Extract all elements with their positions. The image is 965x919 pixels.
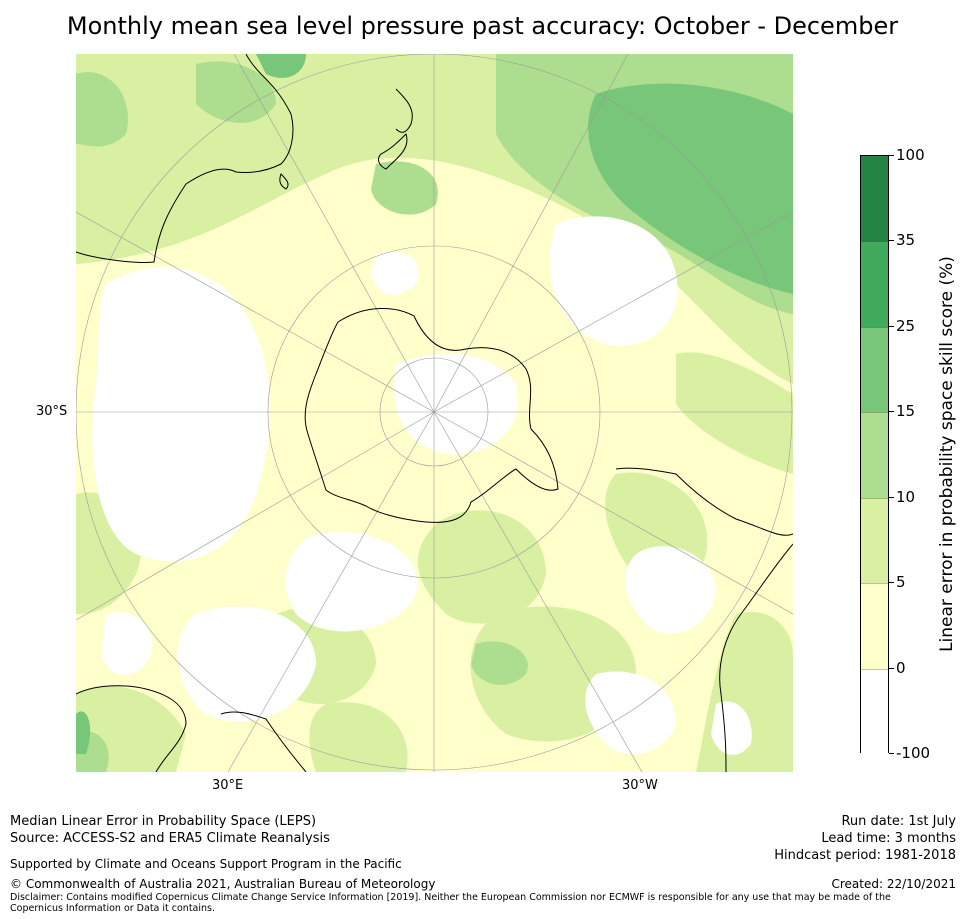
colorbar-tick — [889, 326, 894, 327]
colorbar-tick — [889, 668, 894, 669]
new-zealand-north — [395, 88, 413, 133]
footer-copyright: © Commonwealth of Australia 2021, Austra… — [10, 877, 436, 891]
no-skill-regions — [92, 216, 752, 755]
colorbar-tick-label: -100 — [896, 744, 931, 762]
colorbar-tick-label: 35 — [896, 231, 916, 249]
colorbar-band — [861, 412, 888, 498]
colorbar-band — [861, 668, 888, 754]
colorbar-band — [861, 326, 888, 413]
coastlines — [76, 54, 793, 772]
lead-time: Lead time: 3 months — [821, 831, 956, 846]
colorbar — [860, 155, 889, 754]
colorbar-tick-label: 15 — [896, 402, 916, 420]
colorbar-tick-label: 25 — [896, 317, 916, 335]
colorbar-label: Linear error in probability space skill … — [937, 256, 957, 652]
graticule — [76, 54, 793, 772]
footer-method: Median Linear Error in Probability Space… — [10, 814, 317, 829]
colorbar-band — [861, 497, 888, 584]
madagascar-coast — [220, 711, 307, 772]
south-africa-coast — [76, 685, 187, 772]
hindcast-period: Hindcast period: 1981-2018 — [774, 848, 956, 863]
polar-map — [76, 54, 793, 772]
footer-disclaimer: Disclaimer: Contains modified Copernicus… — [10, 892, 891, 914]
colorbar-band — [861, 156, 888, 242]
colorbar-tick-label: 5 — [896, 573, 906, 591]
colorbar-tick — [889, 582, 894, 583]
new-zealand-south — [378, 133, 408, 170]
colorbar-tick-label: 0 — [896, 659, 906, 677]
colorbar-tick-label: 10 — [896, 488, 916, 506]
footer-support: Supported by Climate and Oceans Support … — [10, 857, 402, 871]
colorbar-tick-label: 100 — [896, 146, 925, 164]
lon-label-30w: 30°W — [622, 778, 658, 793]
footer-source: Source: ACCESS-S2 and ERA5 Climate Reana… — [10, 831, 330, 846]
colorbar-tick — [889, 497, 894, 498]
lon-label-30e: 30°E — [212, 778, 244, 793]
south-america-lower — [719, 543, 793, 772]
colorbar-tick — [889, 240, 894, 241]
antarctica-coast — [304, 308, 559, 523]
south-america-coast — [615, 467, 793, 536]
map-title: Monthly mean sea level pressure past acc… — [66, 12, 899, 40]
lat-label-30s: 30°S — [36, 404, 68, 419]
colorbar-tick — [889, 411, 894, 412]
created-date: Created: 22/10/2021 — [831, 877, 956, 891]
colorbar-band — [861, 241, 888, 327]
tasmania-coast — [279, 173, 289, 190]
polar-map-svg — [76, 54, 793, 772]
australia-coast — [76, 54, 294, 263]
skill-shading-15-25 — [76, 54, 793, 754]
run-date: Run date: 1st July — [841, 814, 956, 829]
colorbar-tick — [889, 155, 894, 156]
colorbar-tick — [889, 753, 894, 754]
colorbar-band — [861, 583, 888, 669]
